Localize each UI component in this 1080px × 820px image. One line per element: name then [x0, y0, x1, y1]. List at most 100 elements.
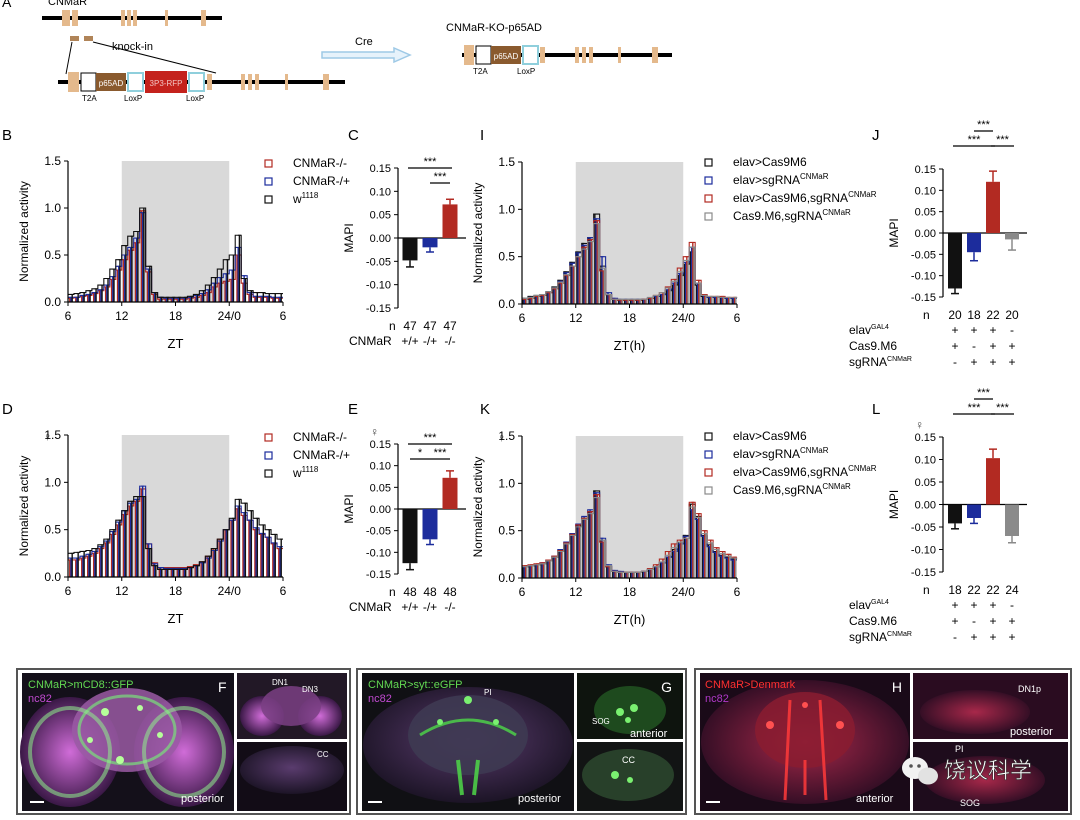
genotype-name: CNMaR — [349, 334, 392, 348]
ko-p65ad-box — [491, 46, 521, 64]
genotype-value: -/+ — [423, 600, 437, 614]
x-axis-label: ZT — [168, 336, 184, 351]
legend-marker — [264, 469, 273, 478]
label-dn3: DN3 — [302, 685, 319, 694]
chart-l-mapi: L ♀0.15 0.10 0.05 0.00 -0.05 -0.10 -0.15 MAPI ***… — [849, 387, 1027, 644]
genotype-row-label: elavGAL4 — [849, 323, 889, 337]
y-axis-label: MAPI — [887, 490, 901, 519]
n-value: 20 — [1005, 308, 1019, 322]
panel-f-stain: nc82 — [28, 693, 52, 705]
y-tick-label: 1.5 — [498, 429, 515, 443]
genotype-value: + — [970, 355, 977, 369]
genotype-value: + — [951, 323, 958, 337]
x-tick-label: 6 — [734, 311, 741, 325]
x-tick-label: 6 — [280, 309, 287, 323]
legend-label: elav>sgRNACNMaR — [733, 172, 829, 187]
panel-letter-h: H — [892, 679, 902, 695]
homology-arm-right — [84, 36, 93, 41]
genotype-value: + — [970, 630, 977, 644]
y-tick-label: 0.05 — [915, 207, 936, 219]
genotype-value: -/- — [444, 334, 455, 348]
series-line — [68, 485, 283, 570]
y-tick-label: 0.0 — [498, 571, 515, 585]
legend-marker — [264, 433, 273, 442]
legend-marker — [264, 451, 273, 460]
genotype-value: + — [989, 323, 996, 337]
genotype-name: CNMaR — [349, 600, 392, 614]
legend-label: Cas9.M6,sgRNACNMaR — [733, 208, 851, 223]
genotype-name: Cas9.M6 — [849, 614, 897, 628]
legend-superscript: CNMaR — [848, 464, 877, 473]
n-value: 18 — [948, 583, 962, 597]
loxp-label-2: LoxP — [186, 94, 204, 103]
legend-label: Cas9.M6,sgRNACNMaR — [733, 482, 851, 497]
x-tick-label: 6 — [65, 309, 72, 323]
y-axis-label: Normalized activity — [17, 181, 31, 282]
y-axis-label: MAPI — [887, 218, 901, 247]
female-symbol: ♀ — [370, 425, 379, 439]
mapi-bar — [986, 458, 1000, 505]
y-tick-label: 0.10 — [915, 455, 936, 467]
y-tick-label: 0.15 — [370, 439, 391, 451]
x-tick-label: 6 — [280, 584, 287, 598]
y-tick-label: 0.15 — [915, 164, 936, 176]
n-label: n — [923, 308, 930, 322]
n-label: n — [389, 585, 396, 599]
n-value: 48 — [423, 585, 437, 599]
n-value: 47 — [403, 319, 417, 333]
y-tick-label: -0.15 — [366, 569, 391, 581]
x-tick-label: 12 — [115, 309, 129, 323]
n-value: 48 — [403, 585, 417, 599]
genotype-value: + — [951, 339, 958, 353]
y-tick-label: -0.05 — [366, 526, 391, 538]
genotype-row-label: Cas9.M6 — [849, 339, 897, 353]
x-tick-label: 12 — [569, 585, 583, 599]
y-tick-label: 1.0 — [44, 475, 61, 489]
x-axis-label: ZT(h) — [614, 338, 646, 353]
y-tick-label: -0.10 — [911, 545, 936, 557]
legend-marker — [704, 212, 713, 221]
x-axis-label: ZT — [168, 611, 184, 626]
genotype-superscript: CNMaR — [887, 356, 912, 363]
x-tick-label: 24/0 — [218, 584, 242, 598]
legend-superscript: CNMaR — [800, 172, 829, 181]
genotype-value: -/+ — [423, 334, 437, 348]
panel-h-title: CNMaR>Denmark — [705, 679, 796, 691]
y-tick-label: 0.10 — [370, 186, 391, 198]
genotype-value: + — [989, 630, 996, 644]
y-tick-label: -0.05 — [911, 249, 936, 261]
legend-marker — [704, 176, 713, 185]
ko-loxp-label: LoxP — [517, 67, 535, 76]
legend-superscript: 1118 — [302, 465, 319, 474]
panel-letter-b: B — [2, 127, 12, 144]
y-tick-label: 1.5 — [498, 155, 515, 169]
y-tick-label: 0.5 — [44, 523, 61, 537]
legend-name: w — [292, 466, 302, 480]
significance-stars: * — [418, 447, 423, 459]
genotype-value: + — [1008, 614, 1015, 628]
n-label: n — [389, 319, 396, 333]
y-tick-label: 0.00 — [370, 504, 391, 516]
legend-label: CNMaR-/- — [293, 430, 347, 444]
legend-name: CNMaR-/+ — [293, 174, 350, 188]
x-tick-label: 6 — [65, 584, 72, 598]
series-line — [522, 496, 737, 573]
female-symbol: ♀ — [915, 418, 924, 432]
x-tick-label: 18 — [169, 309, 183, 323]
significance-stars: *** — [996, 134, 1010, 146]
chart-i-activity: Ielav>Cas9M6elav>sgRNACNMaRelav>Cas9M6,s… — [471, 127, 877, 353]
legend-label: CNMaR-/+ — [293, 174, 350, 188]
genotype-name: sgRNA — [849, 355, 887, 369]
legend-marker — [704, 468, 713, 477]
panel-f-orientation: posterior — [181, 793, 224, 805]
n-value: 22 — [967, 583, 981, 597]
gene-label: CNMaR — [48, 0, 87, 8]
panel-letter-k: K — [480, 401, 490, 418]
genotype-value: + — [1008, 355, 1015, 369]
label-sog-h: SOG — [960, 798, 980, 808]
significance-stars: *** — [434, 447, 448, 459]
homology-arm-left — [70, 36, 79, 41]
x-tick-label: 24/0 — [218, 309, 242, 323]
legend-marker — [704, 450, 713, 459]
